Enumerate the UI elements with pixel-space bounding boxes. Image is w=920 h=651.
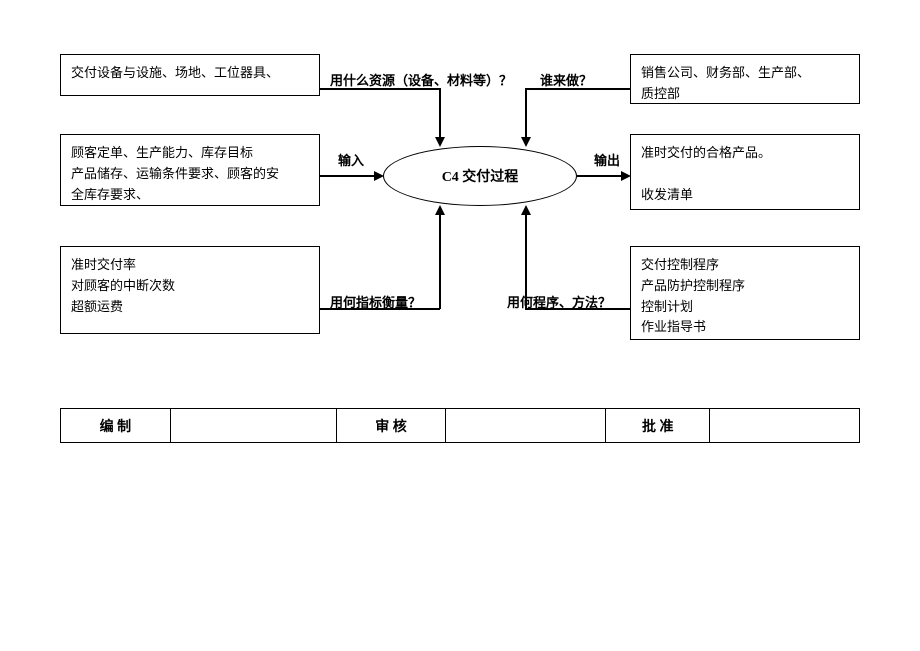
box-who-line1: 质控部 [641, 86, 680, 101]
signoff-label-approve: 批 准 [606, 409, 710, 443]
box-methods: 交付控制程序 产品防护控制程序 控制计划 作业指导书 [630, 246, 860, 340]
diagram-container: 交付设备与设施、场地、工位器具、 销售公司、财务部、生产部、 质控部 顾客定单、… [0, 0, 920, 651]
label-resources: 用什么资源（设备、材料等）？ [330, 70, 512, 89]
box-input-line0: 顾客定单、生产能力、库存目标 [71, 145, 253, 160]
box-resources: 交付设备与设施、场地、工位器具、 [60, 54, 320, 96]
box-who: 销售公司、财务部、生产部、 质控部 [630, 54, 860, 104]
arrow-metrics-head [435, 205, 445, 215]
box-metrics-line1: 对顾客的中断次数 [71, 278, 175, 293]
arrow-who-head [521, 137, 531, 147]
box-methods-line3: 作业指导书 [641, 319, 706, 334]
center-process-label: C4 交付过程 [442, 166, 519, 186]
box-input: 顾客定单、生产能力、库存目标 产品储存、运输条件要求、顾客的安 全库存要求、 [60, 134, 320, 206]
box-output: 准时交付的合格产品。 收发清单 [630, 134, 860, 210]
box-methods-line1: 产品防护控制程序 [641, 278, 745, 293]
arrow-who-v [525, 88, 527, 138]
arrow-methods-v [525, 214, 527, 309]
signoff-label-prepare: 编 制 [61, 409, 171, 443]
box-output-line0: 准时交付的合格产品。 [641, 145, 771, 160]
signoff-label-review: 审 核 [336, 409, 446, 443]
center-process: C4 交付过程 [383, 146, 577, 206]
arrow-metrics-h [320, 308, 440, 310]
box-methods-line2: 控制计划 [641, 299, 693, 314]
signoff-table: 编 制 审 核 批 准 [60, 408, 860, 443]
box-methods-line0: 交付控制程序 [641, 257, 719, 272]
arrow-resources-head [435, 137, 445, 147]
signoff-value-approve [710, 409, 860, 443]
box-metrics-line2: 超额运费 [71, 299, 123, 314]
box-metrics: 准时交付率 对顾客的中断次数 超额运费 [60, 246, 320, 334]
arrow-methods-h [525, 308, 630, 310]
box-input-line2: 全库存要求、 [71, 187, 149, 202]
label-input: 输入 [338, 150, 364, 169]
box-input-line1: 产品储存、运输条件要求、顾客的安 [71, 166, 279, 181]
label-output: 输出 [594, 150, 620, 169]
box-metrics-line0: 准时交付率 [71, 257, 136, 272]
arrow-output-head [621, 171, 631, 181]
signoff-value-review [446, 409, 606, 443]
arrow-resources-h [320, 88, 440, 90]
arrow-input-h [320, 175, 375, 177]
arrow-who-h [525, 88, 630, 90]
arrow-metrics-v [439, 214, 441, 309]
box-output-line2: 收发清单 [641, 187, 693, 202]
arrow-resources-v [439, 88, 441, 138]
box-resources-text: 交付设备与设施、场地、工位器具、 [71, 65, 279, 80]
label-who: 谁来做？ [540, 70, 592, 89]
arrow-input-head [374, 171, 384, 181]
box-who-line0: 销售公司、财务部、生产部、 [641, 65, 810, 80]
arrow-output-h [577, 175, 622, 177]
arrow-methods-head [521, 205, 531, 215]
signoff-value-prepare [170, 409, 336, 443]
